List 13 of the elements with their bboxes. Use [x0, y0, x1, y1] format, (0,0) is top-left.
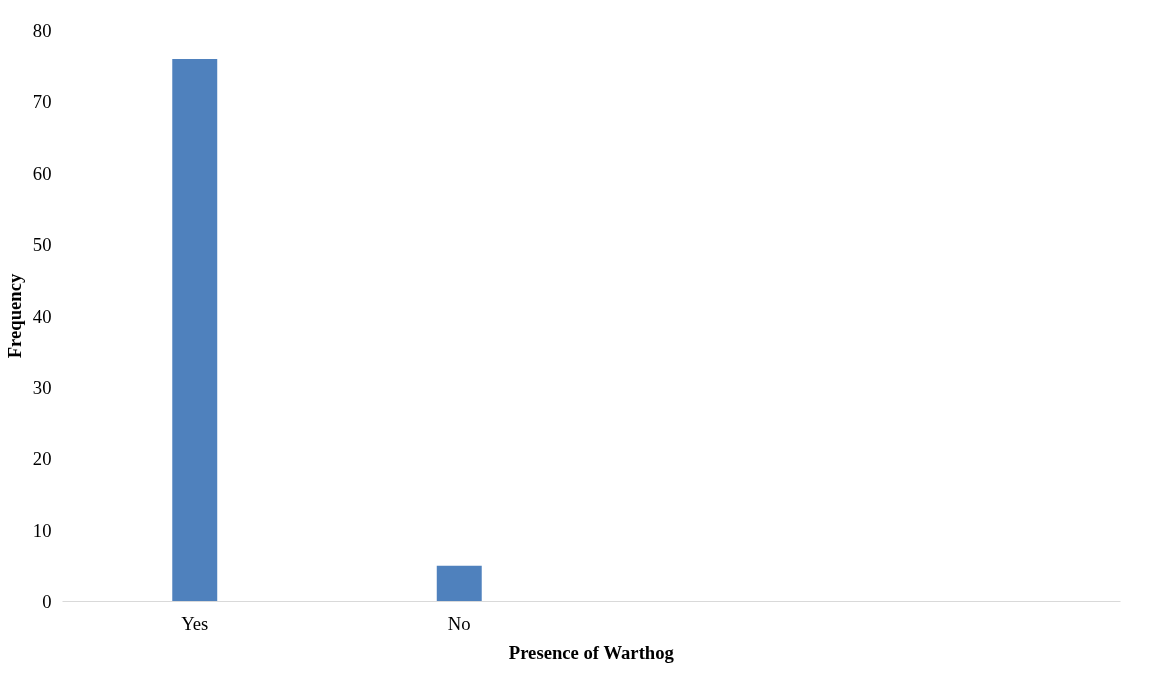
- x-tick-label: No: [447, 612, 471, 634]
- y-tick-label: 70: [32, 91, 52, 113]
- y-tick-label: 20: [32, 448, 52, 470]
- y-tick-label: 30: [32, 376, 52, 398]
- y-tick-label: 60: [32, 162, 52, 184]
- y-tick-label: 10: [32, 519, 52, 541]
- y-tick-label: 50: [32, 234, 52, 256]
- x-tick-label: Yes: [181, 612, 209, 634]
- y-tick-label: 80: [32, 20, 52, 41]
- x-axis-title: Presence of Warthog: [508, 641, 675, 663]
- y-tick-label: 40: [32, 305, 52, 327]
- y-tick-label: 0: [42, 591, 52, 612]
- y-axis-title: Frequency: [3, 273, 25, 359]
